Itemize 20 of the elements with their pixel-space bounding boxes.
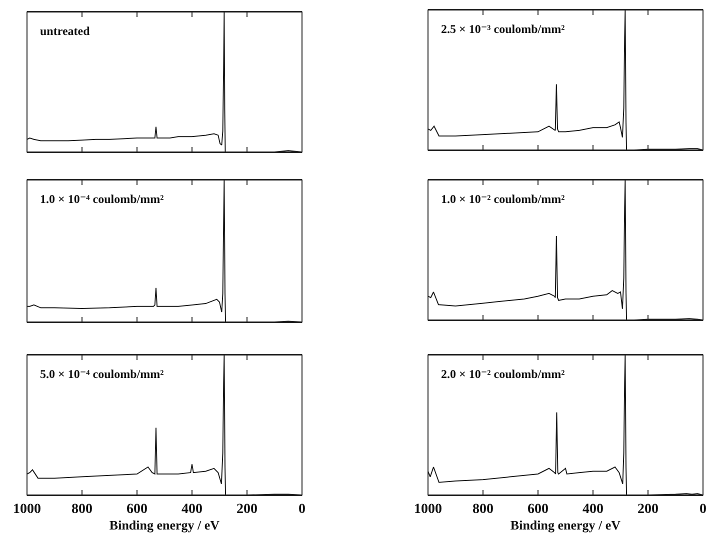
x-tick-label: 200	[236, 502, 258, 517]
x-tick-label: 800	[72, 502, 92, 517]
text: 2.0 × 10⁻² coulomb/mm²	[441, 367, 566, 381]
x-tick-label: 200	[638, 502, 658, 517]
text: 2.5 × 10⁻³ coulomb/mm²	[441, 22, 566, 36]
x-tick-label: 1000	[414, 502, 442, 517]
x-tick-label: 1000	[13, 502, 41, 517]
x-tick-label: 400	[582, 502, 604, 517]
text: 1.0 × 10⁻⁴ coulomb/mm²	[40, 192, 164, 206]
x-tick-label: 0	[298, 502, 306, 517]
text: 1.0 × 10⁻² coulomb/mm²	[441, 192, 566, 206]
text: 5.0 × 10⁻⁴ coulomb/mm²	[40, 367, 164, 381]
x-tick-label: 800	[472, 502, 494, 517]
x-tick-label: 600	[126, 502, 148, 517]
x-axis-title: Binding energy / eV	[510, 517, 622, 532]
x-axis-title: Binding energy / eV	[109, 517, 220, 532]
x-tick-label: 400	[182, 502, 202, 517]
x-tick-label: 0	[700, 502, 706, 517]
text: untreated	[40, 24, 90, 38]
x-tick-label: 600	[528, 502, 548, 517]
